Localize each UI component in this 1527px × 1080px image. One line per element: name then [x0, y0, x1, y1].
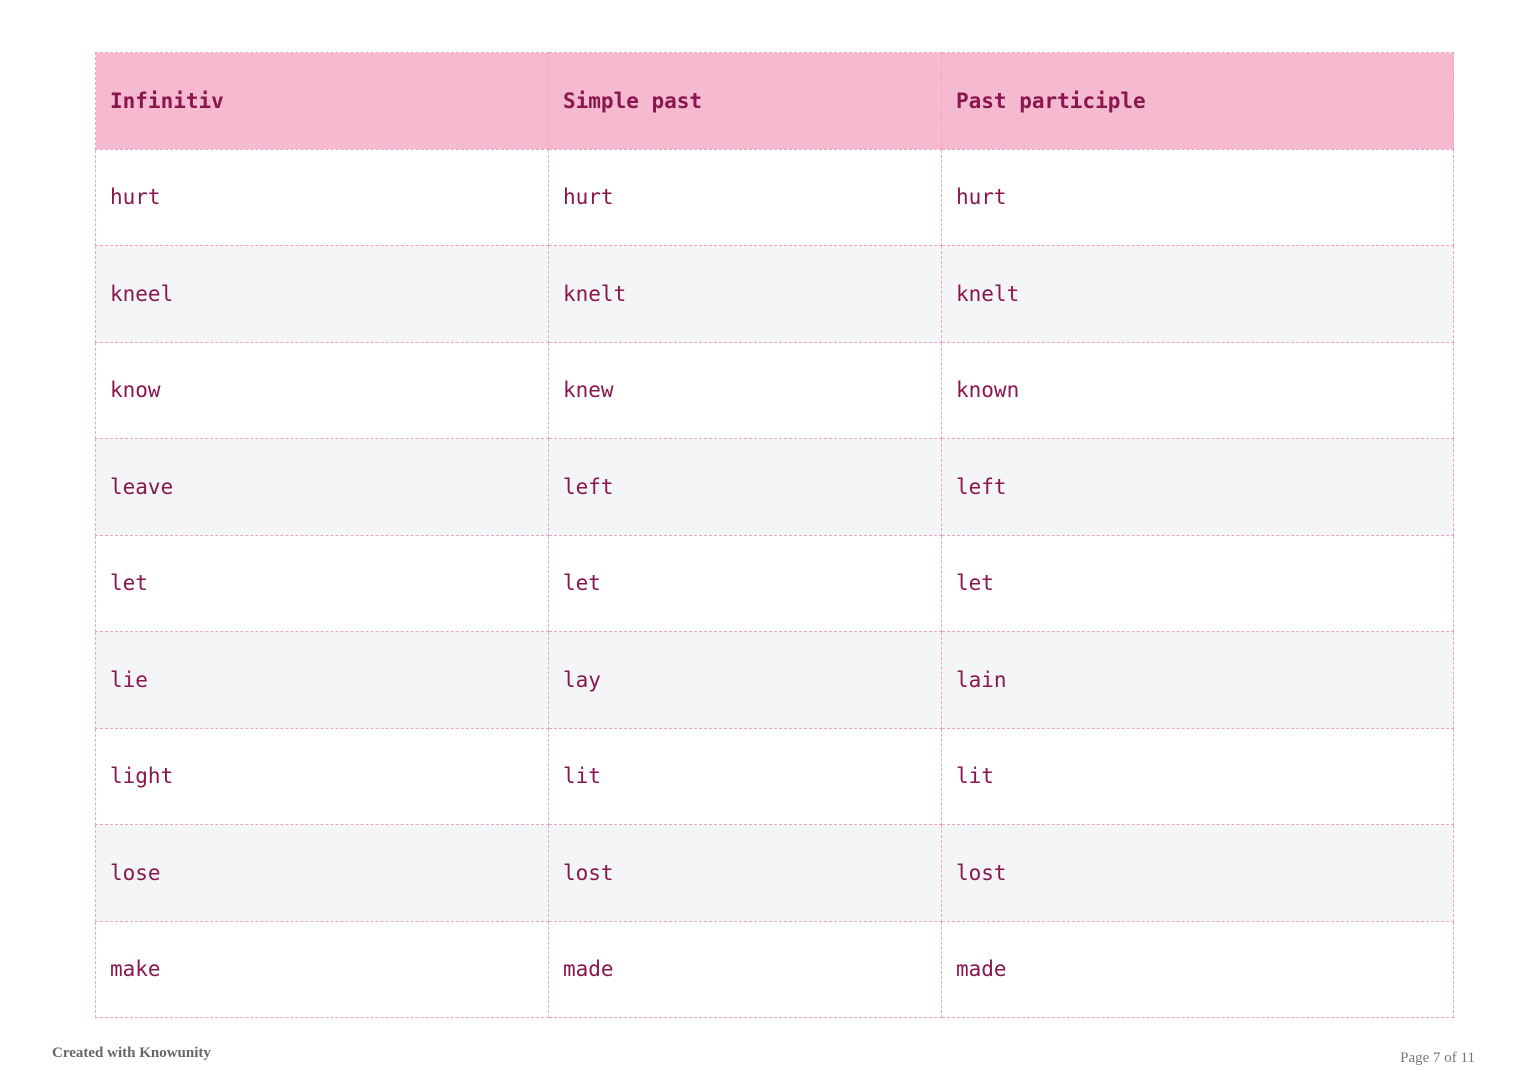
cell-simple-past: knew — [548, 341, 942, 439]
table-row: kneel knelt knelt — [95, 245, 1454, 343]
header-simple-past: Simple past — [548, 52, 942, 150]
cell-simple-past: lay — [548, 631, 942, 729]
cell-infinitiv: hurt — [95, 148, 549, 246]
cell-past-participle: lost — [941, 824, 1454, 922]
cell-infinitiv: make — [95, 920, 549, 1018]
table-row: let let let — [95, 534, 1454, 632]
cell-past-participle: hurt — [941, 148, 1454, 246]
cell-past-participle: lit — [941, 727, 1454, 825]
table-row: make made made — [95, 920, 1454, 1018]
cell-simple-past: hurt — [548, 148, 942, 246]
cell-simple-past: left — [548, 438, 942, 536]
cell-simple-past: lost — [548, 824, 942, 922]
table-row: light lit lit — [95, 727, 1454, 825]
cell-infinitiv: let — [95, 534, 549, 632]
page-number: Page 7 of 11 — [1400, 1050, 1475, 1066]
header-infinitiv: Infinitiv — [95, 52, 549, 150]
header-row: Infinitiv Simple past Past participle — [95, 52, 1454, 150]
cell-past-participle: made — [941, 920, 1454, 1018]
table-row: hurt hurt hurt — [95, 148, 1454, 246]
cell-past-participle: lain — [941, 631, 1454, 729]
cell-infinitiv: light — [95, 727, 549, 825]
footer-credit: Created with Knowunity — [52, 1045, 211, 1061]
cell-infinitiv: kneel — [95, 245, 549, 343]
table-row: know knew known — [95, 341, 1454, 439]
cell-simple-past: lit — [548, 727, 942, 825]
cell-infinitiv: leave — [95, 438, 549, 536]
cell-past-participle: knelt — [941, 245, 1454, 343]
cell-infinitiv: lie — [95, 631, 549, 729]
cell-simple-past: knelt — [548, 245, 942, 343]
cell-infinitiv: lose — [95, 824, 549, 922]
cell-simple-past: made — [548, 920, 942, 1018]
cell-past-participle: left — [941, 438, 1454, 536]
header-past-participle: Past participle — [941, 52, 1454, 150]
cell-past-participle: let — [941, 534, 1454, 632]
table-row: leave left left — [95, 438, 1454, 536]
cell-infinitiv: know — [95, 341, 549, 439]
table-row: lie lay lain — [95, 631, 1454, 729]
verb-table: Infinitiv Simple past Past participle hu… — [95, 52, 1454, 1018]
table-row: lose lost lost — [95, 824, 1454, 922]
cell-simple-past: let — [548, 534, 942, 632]
cell-past-participle: known — [941, 341, 1454, 439]
